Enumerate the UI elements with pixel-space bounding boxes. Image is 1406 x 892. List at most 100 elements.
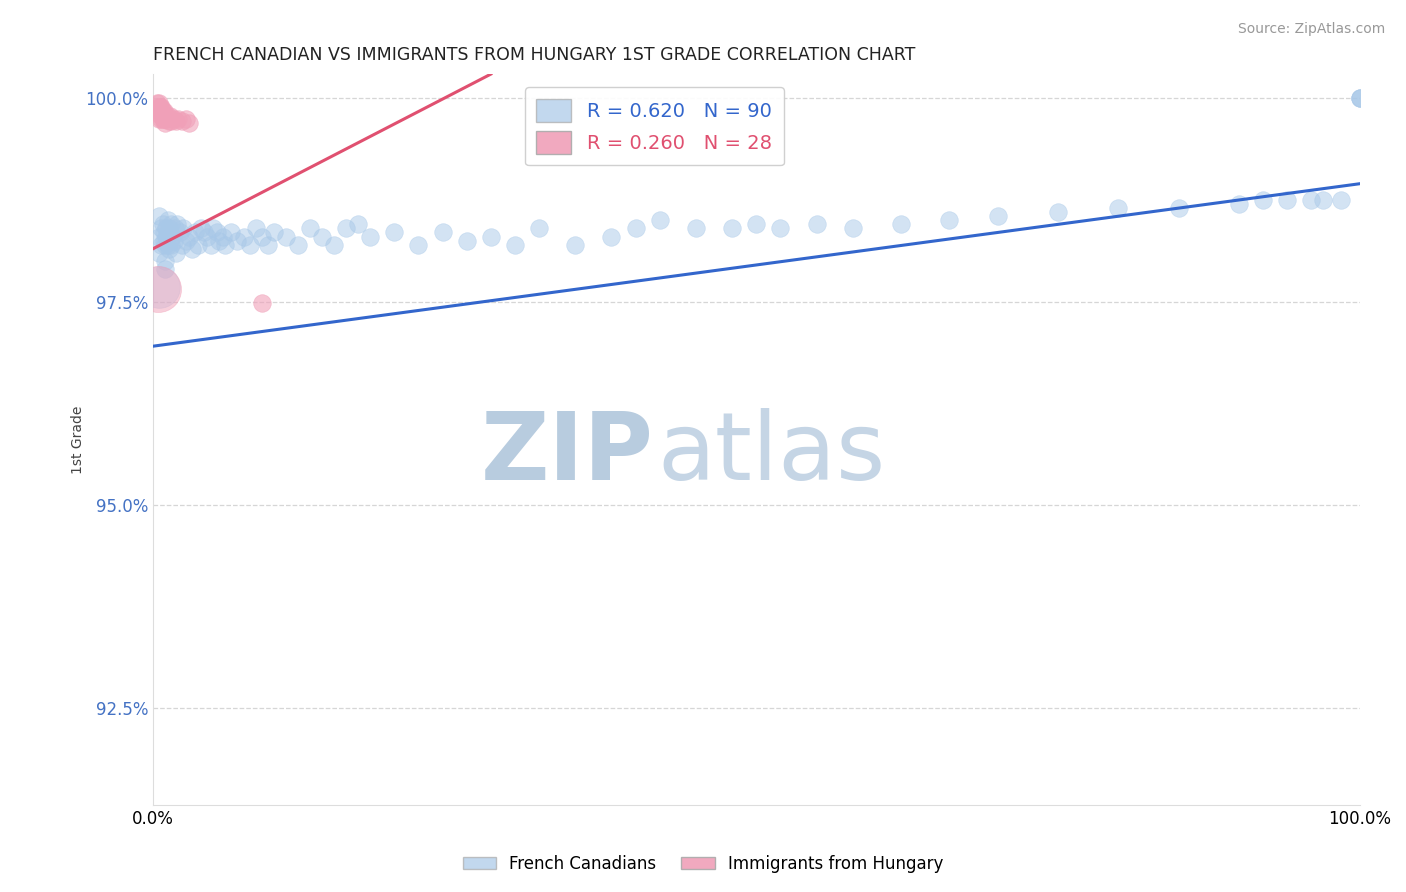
Point [148,280,170,294]
Point [148,209,170,223]
Point [987,209,1010,223]
Legend: R = 0.620   N = 90, R = 0.260   N = 28: R = 0.620 N = 90, R = 0.260 N = 28 [524,87,783,165]
Point [221,226,243,240]
Point [347,218,370,232]
Point [153,103,176,118]
Point [170,114,193,128]
Point [250,296,273,310]
Point [263,226,285,240]
Point [208,234,231,248]
Point [153,108,176,122]
Text: Source: ZipAtlas.com: Source: ZipAtlas.com [1237,22,1385,37]
Point [165,245,187,260]
Point [1107,201,1129,215]
Point [503,237,526,252]
Point [193,226,215,240]
Point [153,116,176,130]
Point [170,237,193,252]
Point [685,221,707,235]
Point [721,221,744,235]
Point [564,237,586,252]
Point [160,218,183,232]
Point [163,221,186,235]
Point [149,100,172,114]
Point [179,229,201,244]
Point [157,221,180,235]
Point [167,112,190,126]
Point [146,282,169,296]
Point [274,229,297,244]
Point [150,100,173,114]
Point [250,229,273,244]
Point [1330,193,1353,207]
Point [162,112,184,126]
Point [179,116,201,130]
Point [1275,193,1298,207]
Point [232,229,254,244]
Point [149,108,172,122]
Point [1301,193,1323,207]
Point [298,221,321,235]
Point [152,103,174,118]
Point [148,112,170,126]
Point [806,218,828,232]
Point [1046,205,1069,219]
Point [648,213,671,227]
Point [160,114,183,128]
Point [156,237,179,252]
Point [190,221,212,235]
Point [1227,197,1250,211]
Point [174,234,197,248]
Point [145,95,167,110]
Point [1167,201,1189,215]
Text: atlas: atlas [658,409,886,500]
Point [148,229,170,244]
Point [162,234,184,248]
Point [162,229,184,244]
Point [479,229,502,244]
Point [624,221,647,235]
Point [159,226,181,240]
Point [323,237,346,252]
Point [174,112,197,126]
Point [159,109,181,123]
Point [456,234,478,248]
Point [212,229,235,244]
Point [195,229,218,244]
Legend: French Canadians, Immigrants from Hungary: French Canadians, Immigrants from Hungar… [456,848,950,880]
Point [187,237,209,252]
Point [148,103,170,118]
Point [153,254,176,268]
Point [156,213,179,227]
Point [842,221,865,235]
Point [148,95,170,110]
Text: ZIP: ZIP [481,409,654,500]
Point [205,226,228,240]
Point [169,226,191,240]
Point [150,221,173,235]
Point [153,262,176,277]
Point [152,112,174,126]
Point [938,213,960,227]
Text: FRENCH CANADIAN VS IMMIGRANTS FROM HUNGARY 1ST GRADE CORRELATION CHART: FRENCH CANADIAN VS IMMIGRANTS FROM HUNGA… [153,46,915,64]
Point [200,237,222,252]
Point [153,226,176,240]
Point [527,221,550,235]
Point [153,234,176,248]
Point [155,221,177,235]
Point [155,229,177,244]
Point [150,103,173,118]
Point [202,221,225,235]
Point [1348,91,1371,105]
Point [166,218,188,232]
Point [311,229,333,244]
Point [157,242,180,256]
Point [146,100,169,114]
Point [226,234,249,248]
Point [287,237,309,252]
Point [150,112,173,126]
Point [155,112,177,126]
Point [600,229,623,244]
Point [359,229,381,244]
Point [769,221,792,235]
